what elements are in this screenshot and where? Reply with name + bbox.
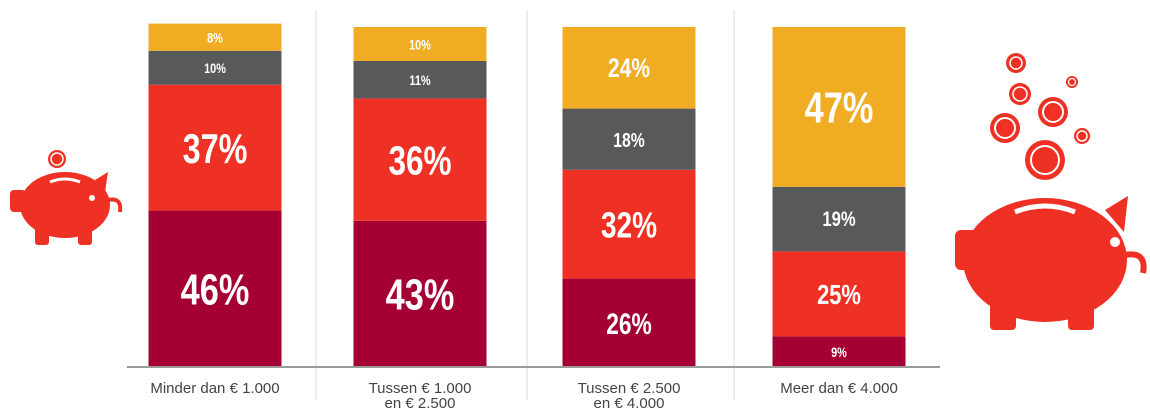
x-tick-label: Meer dan € 4.000 bbox=[780, 380, 898, 397]
data-label: 37% bbox=[183, 125, 248, 172]
data-label: 25% bbox=[817, 279, 861, 310]
bar-segment bbox=[772, 251, 906, 337]
bar-segment bbox=[353, 61, 487, 99]
data-label: 9% bbox=[831, 345, 847, 361]
data-label: 36% bbox=[388, 138, 451, 184]
bar-segment bbox=[772, 186, 906, 252]
data-label: 8% bbox=[207, 30, 223, 46]
piggy-small bbox=[10, 150, 123, 245]
bar-segment bbox=[562, 278, 696, 367]
bar-segment bbox=[772, 27, 906, 187]
bar-segment bbox=[562, 27, 696, 109]
data-label: 19% bbox=[822, 208, 855, 231]
bar-segment bbox=[562, 108, 696, 170]
data-label: 46% bbox=[181, 265, 250, 314]
data-label: 10% bbox=[204, 61, 226, 77]
data-label: 24% bbox=[608, 54, 650, 84]
bar-segment bbox=[148, 84, 282, 211]
x-tick-label: Tussen € 1.000 en € 2.500 bbox=[368, 380, 472, 412]
bar-segment bbox=[562, 169, 696, 279]
bar-segment bbox=[772, 336, 906, 367]
data-label: 26% bbox=[606, 307, 652, 340]
data-label: 32% bbox=[601, 205, 657, 245]
x-tick-label: Minder dan € 1.000 bbox=[150, 380, 280, 397]
bar-segment bbox=[353, 27, 487, 61]
bar-segment bbox=[353, 98, 487, 221]
x-tick-label: Tussen € 2.500 en € 4.000 bbox=[577, 380, 681, 412]
data-label: 10% bbox=[409, 37, 431, 53]
data-label: 47% bbox=[805, 83, 874, 132]
data-label: 11% bbox=[409, 73, 430, 89]
bar-segment bbox=[148, 210, 282, 367]
piggy-large bbox=[955, 53, 1147, 330]
bar-segment bbox=[148, 50, 282, 85]
data-label: 43% bbox=[386, 270, 455, 319]
data-label: 18% bbox=[613, 129, 645, 151]
bar-segment bbox=[148, 23, 282, 51]
bar-segment bbox=[353, 220, 487, 367]
